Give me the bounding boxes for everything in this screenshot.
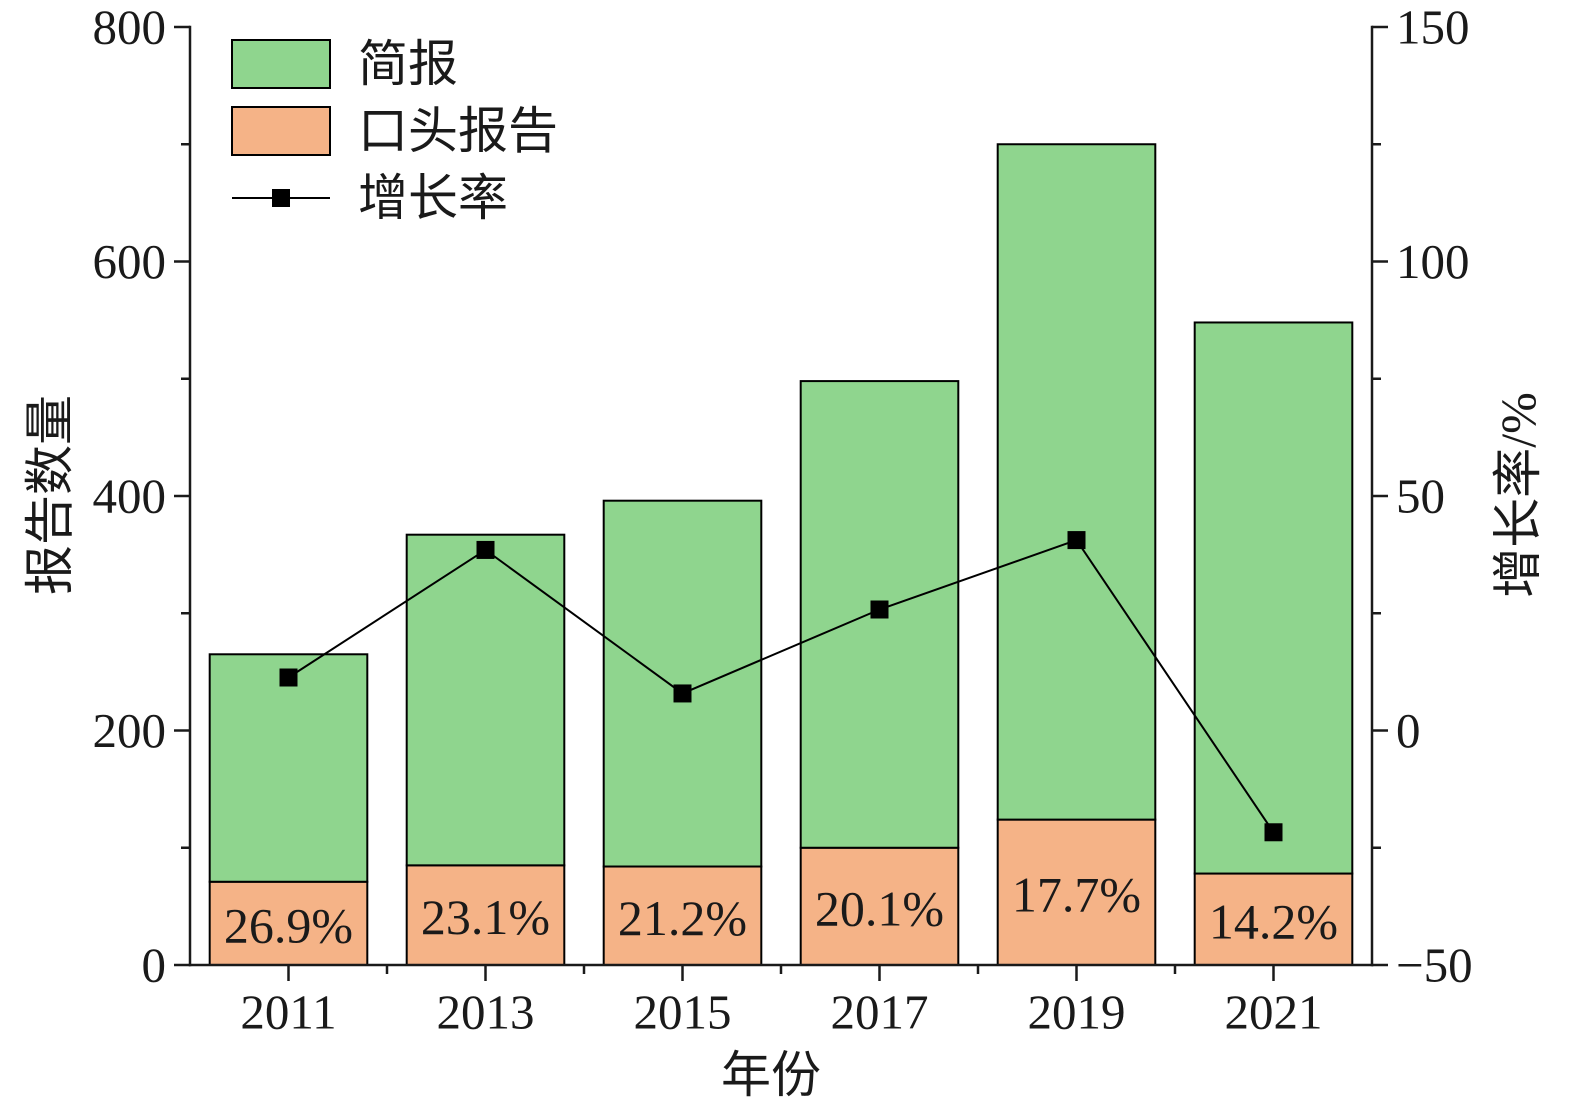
growth-rate-marker-2015 bbox=[673, 684, 692, 703]
y-tick-label: 800 bbox=[93, 0, 167, 55]
legend-marker-growth-rate bbox=[272, 189, 290, 207]
bar-share-label-2017: 20.1% bbox=[815, 880, 944, 936]
y2-tick-label: 100 bbox=[1396, 234, 1470, 289]
legend: 简报 口头报告 增长率 bbox=[231, 36, 558, 226]
growth-rate-marker-2021 bbox=[1264, 823, 1283, 842]
bar-brief-2013 bbox=[405, 533, 566, 867]
y-tick-label: 200 bbox=[93, 703, 167, 758]
legend-label-oral-report: 口头报告 bbox=[358, 103, 558, 159]
bar-oral-report-2019 bbox=[996, 818, 1157, 966]
y-tick-label: 400 bbox=[93, 469, 167, 524]
y2-axis-title: 增长率/% bbox=[1490, 392, 1546, 598]
legend-label-brief: 简报 bbox=[358, 36, 458, 92]
y-axis-title: 报告数量 bbox=[22, 395, 78, 595]
x-tick-label: 2017 bbox=[831, 985, 929, 1040]
growth-rate-marker-2011 bbox=[279, 668, 298, 687]
x-tick-label: 2011 bbox=[240, 985, 336, 1040]
bar-share-label-2015: 21.2% bbox=[618, 890, 747, 946]
growth-rate-marker-2013 bbox=[476, 540, 495, 559]
legend-swatch-oral-report bbox=[231, 106, 331, 156]
x-tick-label: 2015 bbox=[634, 985, 732, 1040]
y2-tick-label: −50 bbox=[1396, 938, 1473, 993]
y-tick-label: 0 bbox=[142, 938, 167, 993]
bar-brief-2015 bbox=[602, 499, 763, 868]
x-tick-label: 2019 bbox=[1028, 985, 1126, 1040]
legend-swatch-brief bbox=[231, 39, 331, 89]
axes: 0 200 400 600 800 −50 0 50 100 150 2011 2013 2015 201… bbox=[93, 0, 1473, 1040]
bar-oral-report-2017 bbox=[799, 846, 960, 966]
y2-tick-label: 150 bbox=[1396, 0, 1470, 55]
bar-brief-2011 bbox=[208, 653, 369, 883]
y2-tick-label: 0 bbox=[1396, 703, 1421, 758]
bar-share-label-2011: 26.9% bbox=[224, 897, 353, 953]
x-tick-label: 2013 bbox=[437, 985, 535, 1040]
bar-oral-report-2013 bbox=[405, 864, 566, 967]
legend-label-growth-rate: 增长率 bbox=[358, 170, 508, 226]
y-tick-label: 600 bbox=[93, 234, 167, 289]
bar-share-label-2021: 14.2% bbox=[1209, 893, 1338, 949]
bar-share-label-2019: 17.7% bbox=[1012, 866, 1141, 922]
stacked-bars: 26.9% 23.1% 21.2% 20.1% 17.7% 14.2% bbox=[208, 143, 1354, 967]
growth-rate-line bbox=[287, 538, 1275, 833]
bar-brief-2021 bbox=[1193, 321, 1354, 875]
growth-rate-marker-2017 bbox=[870, 600, 889, 619]
growth-rate-marker-2019 bbox=[1067, 531, 1086, 550]
bar-oral-report-2011 bbox=[208, 880, 369, 966]
bar-brief-2019 bbox=[996, 143, 1157, 821]
x-axis-title: 年份 bbox=[721, 1047, 821, 1103]
growth-rate-series bbox=[279, 531, 1283, 842]
y2-tick-label: 50 bbox=[1396, 469, 1445, 524]
x-tick-label: 2021 bbox=[1225, 985, 1323, 1040]
bar-share-label-2013: 23.1% bbox=[421, 889, 550, 945]
